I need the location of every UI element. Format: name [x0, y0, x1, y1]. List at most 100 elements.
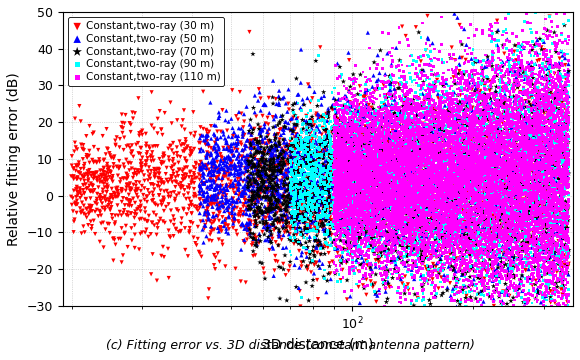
Constant,two-ray (30 m)	[548, 195, 557, 201]
Constant,two-ray (70 m)	[277, 170, 286, 175]
Constant,two-ray (110 m)	[488, 188, 498, 193]
Constant,two-ray (110 m)	[489, 124, 498, 130]
Constant,two-ray (110 m)	[364, 108, 374, 114]
Constant,two-ray (70 m)	[546, 234, 556, 240]
Constant,two-ray (110 m)	[510, 212, 519, 218]
Constant,two-ray (90 m)	[382, 181, 392, 187]
Constant,two-ray (90 m)	[411, 134, 420, 140]
Constant,two-ray (70 m)	[339, 202, 348, 208]
Constant,two-ray (70 m)	[369, 237, 378, 243]
Constant,two-ray (90 m)	[552, 138, 561, 144]
Constant,two-ray (110 m)	[426, 159, 436, 165]
Constant,two-ray (70 m)	[434, 236, 444, 242]
Constant,two-ray (50 m)	[404, 132, 413, 138]
Constant,two-ray (30 m)	[496, 198, 505, 204]
Constant,two-ray (90 m)	[380, 180, 390, 185]
Constant,two-ray (90 m)	[459, 212, 469, 218]
Constant,two-ray (70 m)	[543, 271, 552, 276]
Constant,two-ray (110 m)	[482, 249, 491, 255]
Constant,two-ray (90 m)	[439, 220, 448, 225]
Constant,two-ray (110 m)	[331, 197, 340, 202]
Constant,two-ray (30 m)	[83, 171, 92, 177]
Constant,two-ray (110 m)	[412, 217, 422, 223]
Constant,two-ray (110 m)	[563, 204, 572, 210]
Constant,two-ray (70 m)	[516, 198, 525, 204]
Constant,two-ray (90 m)	[424, 91, 433, 96]
Constant,two-ray (90 m)	[307, 204, 317, 210]
Constant,two-ray (110 m)	[506, 225, 516, 230]
Constant,two-ray (110 m)	[431, 71, 440, 77]
Constant,two-ray (110 m)	[456, 169, 465, 175]
Constant,two-ray (90 m)	[436, 191, 445, 197]
Constant,two-ray (110 m)	[498, 149, 508, 155]
Constant,two-ray (110 m)	[563, 93, 572, 99]
Constant,two-ray (70 m)	[427, 153, 437, 159]
Constant,two-ray (90 m)	[310, 171, 320, 177]
Constant,two-ray (110 m)	[499, 157, 508, 163]
Constant,two-ray (110 m)	[358, 211, 368, 216]
Constant,two-ray (30 m)	[147, 168, 156, 174]
Constant,two-ray (90 m)	[535, 175, 545, 180]
Constant,two-ray (50 m)	[260, 203, 269, 209]
Constant,two-ray (50 m)	[548, 132, 557, 138]
Constant,two-ray (50 m)	[419, 232, 428, 238]
Constant,two-ray (110 m)	[503, 142, 513, 148]
Constant,two-ray (70 m)	[371, 196, 380, 202]
Constant,two-ray (110 m)	[552, 243, 561, 248]
Constant,two-ray (110 m)	[554, 88, 563, 94]
Constant,two-ray (70 m)	[553, 208, 563, 214]
Constant,two-ray (110 m)	[499, 301, 509, 306]
Constant,two-ray (110 m)	[527, 186, 536, 192]
Constant,two-ray (110 m)	[476, 130, 485, 136]
Constant,two-ray (30 m)	[563, 154, 572, 160]
Constant,two-ray (90 m)	[550, 137, 560, 143]
Constant,two-ray (70 m)	[261, 210, 270, 215]
Constant,two-ray (70 m)	[452, 179, 462, 185]
Constant,two-ray (110 m)	[365, 189, 375, 195]
Constant,two-ray (90 m)	[322, 240, 331, 246]
Constant,two-ray (110 m)	[494, 290, 503, 296]
Constant,two-ray (70 m)	[466, 236, 476, 242]
Constant,two-ray (110 m)	[427, 175, 436, 181]
Constant,two-ray (110 m)	[521, 154, 530, 160]
Constant,two-ray (50 m)	[229, 129, 238, 135]
Constant,two-ray (110 m)	[470, 253, 480, 259]
Constant,two-ray (70 m)	[263, 173, 273, 179]
Constant,two-ray (110 m)	[446, 152, 455, 158]
Constant,two-ray (90 m)	[495, 67, 505, 72]
Constant,two-ray (50 m)	[508, 133, 517, 139]
Constant,two-ray (50 m)	[339, 189, 349, 195]
Constant,two-ray (90 m)	[541, 204, 550, 210]
Constant,two-ray (110 m)	[440, 262, 449, 268]
Constant,two-ray (110 m)	[485, 170, 495, 176]
Constant,two-ray (110 m)	[548, 194, 557, 200]
Constant,two-ray (70 m)	[499, 225, 509, 231]
Constant,two-ray (90 m)	[557, 154, 566, 160]
Constant,two-ray (30 m)	[318, 145, 328, 151]
Constant,two-ray (110 m)	[383, 212, 393, 217]
Constant,two-ray (70 m)	[336, 220, 346, 225]
Constant,two-ray (50 m)	[262, 140, 271, 146]
Constant,two-ray (30 m)	[75, 171, 85, 176]
Constant,two-ray (110 m)	[350, 230, 360, 236]
Constant,two-ray (110 m)	[488, 184, 498, 190]
Constant,two-ray (110 m)	[486, 153, 495, 158]
Constant,two-ray (110 m)	[514, 110, 524, 116]
Constant,two-ray (30 m)	[281, 171, 291, 177]
Constant,two-ray (110 m)	[460, 169, 469, 175]
Constant,two-ray (110 m)	[370, 251, 379, 257]
Constant,two-ray (110 m)	[469, 216, 478, 221]
Constant,two-ray (110 m)	[517, 231, 526, 237]
Constant,two-ray (110 m)	[478, 100, 487, 106]
Constant,two-ray (50 m)	[300, 162, 310, 167]
Constant,two-ray (30 m)	[342, 306, 351, 312]
Constant,two-ray (30 m)	[74, 163, 83, 168]
Constant,two-ray (110 m)	[508, 188, 517, 194]
Constant,two-ray (110 m)	[337, 168, 346, 174]
Constant,two-ray (50 m)	[296, 80, 306, 86]
Constant,two-ray (70 m)	[564, 247, 574, 253]
Constant,two-ray (30 m)	[549, 92, 558, 98]
Constant,two-ray (50 m)	[525, 145, 534, 151]
Constant,two-ray (110 m)	[462, 263, 472, 269]
Constant,two-ray (30 m)	[474, 160, 484, 166]
